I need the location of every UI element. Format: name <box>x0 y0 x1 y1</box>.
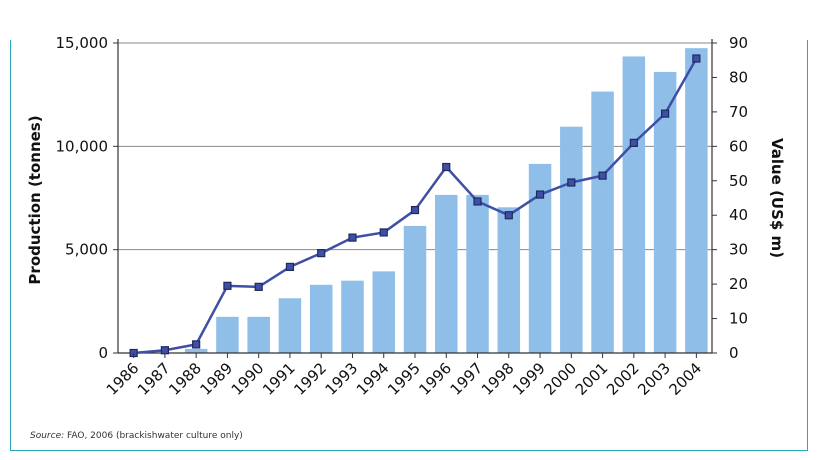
marker-1991 <box>285 262 295 271</box>
bar-1990 <box>247 316 270 353</box>
marker-1996 <box>442 162 451 172</box>
x-tick-label: 1998 <box>478 359 518 399</box>
marker-2000 <box>567 178 576 187</box>
marker-2002 <box>629 138 638 147</box>
marker-1993 <box>348 233 357 242</box>
bar-2002 <box>622 56 646 353</box>
x-tick-label: 2002 <box>603 359 643 399</box>
y2-tick-label: 20 <box>729 275 748 293</box>
x-tick-label: 1994 <box>353 359 393 399</box>
source-text: FAO, 2006 (brackishwater culture only) <box>67 431 243 441</box>
bar-1996 <box>435 194 458 353</box>
x-tick-label: 1987 <box>134 359 174 399</box>
bar-2000 <box>560 126 583 353</box>
bar-1999 <box>528 163 552 353</box>
y-axis-label: Production (tonnes) <box>26 115 44 284</box>
x-tick-label: 1995 <box>384 359 424 399</box>
source-prefix: Source: <box>30 431 65 441</box>
bar-1993 <box>341 280 364 353</box>
source-note: Source: FAO, 2006 (brackishwater culture… <box>30 431 243 441</box>
x-tick-label: 1988 <box>165 359 205 399</box>
y2-tick-label: 30 <box>729 241 748 259</box>
x-tick-label: 1986 <box>103 359 143 399</box>
chart-frame <box>10 40 808 451</box>
marker-1987 <box>160 346 169 355</box>
y2-tick-label: 50 <box>729 172 748 190</box>
marker-1990 <box>254 282 263 291</box>
marker-1989 <box>223 281 232 290</box>
bar-2003 <box>653 71 677 353</box>
x-tick-label: 2000 <box>540 359 580 399</box>
y2-tick-label: 10 <box>729 310 748 328</box>
bar-1998 <box>497 207 521 353</box>
bar-1991 <box>278 298 302 353</box>
y-tick-label: 0 <box>98 344 108 362</box>
y2-tick-label: 90 <box>729 34 748 52</box>
marker-1992 <box>317 249 326 258</box>
bar-2004 <box>685 48 708 354</box>
y2-tick-label: 0 <box>729 344 739 362</box>
x-tick-label: 1989 <box>197 359 237 399</box>
x-tick-label: 1996 <box>415 359 455 399</box>
bar-1992 <box>309 284 333 353</box>
bar-2001 <box>591 91 614 354</box>
x-tick-label: 1991 <box>259 359 299 399</box>
x-tick-label: 1992 <box>290 359 330 399</box>
marker-1988 <box>192 340 201 349</box>
y2-tick-label: 60 <box>729 137 748 155</box>
marker-1997 <box>473 197 482 206</box>
marker-1998 <box>504 211 513 220</box>
marker-1995 <box>410 205 420 215</box>
bar-1994 <box>372 271 395 353</box>
bar-1989 <box>216 316 239 353</box>
x-tick-label: 1990 <box>228 359 268 399</box>
y-tick-label: 15,000 <box>56 34 109 52</box>
x-tick-label: 2004 <box>665 359 705 399</box>
marker-2003 <box>661 109 670 118</box>
marker-1999 <box>535 190 545 199</box>
bar-1995 <box>403 225 427 353</box>
x-tick-label: 1999 <box>509 359 549 399</box>
y2-tick-label: 40 <box>729 206 748 224</box>
marker-1994 <box>379 228 388 237</box>
bar-1988 <box>184 348 208 353</box>
y-tick-label: 10,000 <box>56 137 109 155</box>
x-tick-label: 1997 <box>447 359 487 399</box>
marker-2004 <box>692 54 701 63</box>
x-tick-label: 1993 <box>322 359 362 399</box>
y2-tick-label: 70 <box>729 103 748 121</box>
bar-1997 <box>466 194 489 353</box>
y2-tick-label: 80 <box>729 68 748 86</box>
x-tick-label: 2003 <box>634 359 674 399</box>
marker-2001 <box>598 171 607 180</box>
y2-axis-label: Value (US$ m) <box>768 138 786 258</box>
y-tick-label: 5,000 <box>65 241 108 259</box>
x-tick-label: 2001 <box>572 359 612 399</box>
